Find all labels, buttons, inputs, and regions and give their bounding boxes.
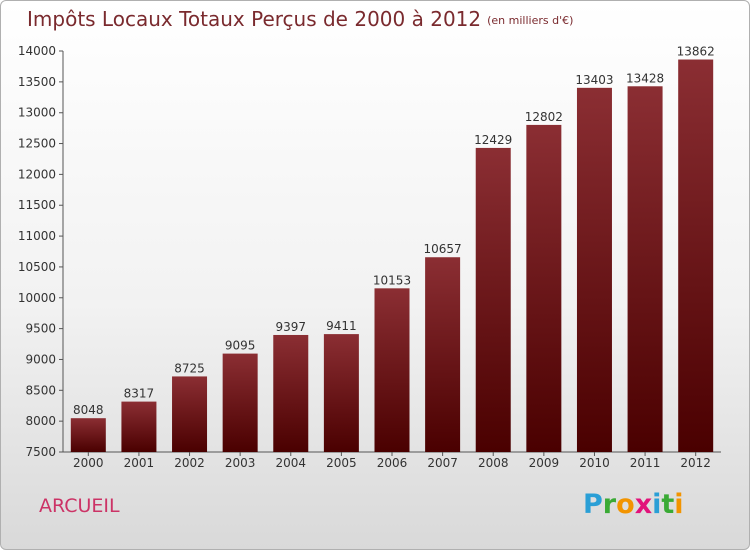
y-tick-label: 9000 xyxy=(25,352,56,366)
bar xyxy=(374,288,410,452)
proxiti-logo: Proxiti xyxy=(583,489,684,520)
x-tick-label: 2012 xyxy=(680,456,711,470)
y-tick-label: 8500 xyxy=(25,383,56,397)
x-tick-label: 2005 xyxy=(326,456,357,470)
logo-letter: o xyxy=(616,489,635,520)
y-tick-label: 9500 xyxy=(25,322,56,336)
bar-value-label: 8317 xyxy=(124,387,155,401)
x-tick-label: 2008 xyxy=(478,456,509,470)
bar xyxy=(678,59,714,452)
logo-letter: t xyxy=(661,489,675,520)
y-tick-label: 11500 xyxy=(18,198,56,212)
x-tick-label: 2009 xyxy=(529,456,560,470)
logo-letter: x xyxy=(634,489,653,520)
logo-letter: P xyxy=(583,489,603,520)
x-tick-label: 2000 xyxy=(73,456,104,470)
bar xyxy=(425,257,461,452)
bar xyxy=(475,147,511,452)
x-tick-label: 2010 xyxy=(579,456,610,470)
logo-letter: i xyxy=(652,489,662,520)
bar xyxy=(222,353,258,452)
y-tick-label: 12000 xyxy=(18,167,56,181)
y-tick-label: 14000 xyxy=(18,44,56,58)
y-tick-label: 10500 xyxy=(18,260,56,274)
x-tick-label: 2011 xyxy=(630,456,661,470)
chart-title: Impôts Locaux Totaux Perçus de 2000 à 20… xyxy=(27,7,573,31)
axes: 7500 8000 8500 9000 9500 10000 10500 11000 11500… xyxy=(18,44,721,459)
x-tick-label: 2002 xyxy=(174,456,205,470)
logo-letter: i xyxy=(674,489,684,520)
bar-value-label: 12802 xyxy=(525,110,563,124)
x-tick-label: 2003 xyxy=(225,456,256,470)
y-tick-label: 11000 xyxy=(18,229,56,243)
chart-title-text: Impôts Locaux Totaux Perçus de 2000 à 20… xyxy=(27,7,482,31)
y-tick-label: 12500 xyxy=(18,137,56,151)
bar xyxy=(323,334,359,452)
x-tick-label: 2006 xyxy=(377,456,408,470)
y-tick-label: 13500 xyxy=(18,75,56,89)
bar-value-label: 13862 xyxy=(677,45,715,59)
bar-value-label: 8725 xyxy=(174,361,205,375)
bar xyxy=(121,401,157,452)
bar-value-label: 12429 xyxy=(474,133,512,147)
y-tick-label: 13000 xyxy=(18,106,56,120)
chart-title-unit: (en milliers d'€) xyxy=(487,14,574,27)
y-tick-label: 7500 xyxy=(25,445,56,459)
data-labels: 2000 8048 2001 8317 2002 8725 2003 9095 2004 9397… xyxy=(73,45,715,470)
bar xyxy=(526,124,562,453)
x-tick-label: 2004 xyxy=(275,456,306,470)
bar xyxy=(627,86,663,453)
bar-value-label: 10657 xyxy=(424,242,462,256)
bar-value-label: 8048 xyxy=(73,403,104,417)
y-tick-label: 8000 xyxy=(25,414,56,428)
bar xyxy=(172,376,208,452)
bar xyxy=(70,418,106,452)
y-tick-label: 10000 xyxy=(18,291,56,305)
commune-name: ARCUEIL xyxy=(39,495,120,517)
bar-value-label: 9411 xyxy=(326,319,357,333)
x-tick-label: 2001 xyxy=(124,456,155,470)
bar-value-label: 13403 xyxy=(575,73,613,87)
bar-value-label: 13428 xyxy=(626,71,664,85)
bar-value-label: 9397 xyxy=(275,320,306,334)
logo-letter: r xyxy=(602,489,617,520)
bar xyxy=(576,87,612,452)
bar xyxy=(273,334,309,452)
x-tick-label: 2007 xyxy=(427,456,458,470)
bars xyxy=(70,59,714,453)
bar-value-label: 10153 xyxy=(373,273,411,287)
bar-value-label: 9095 xyxy=(225,339,256,353)
